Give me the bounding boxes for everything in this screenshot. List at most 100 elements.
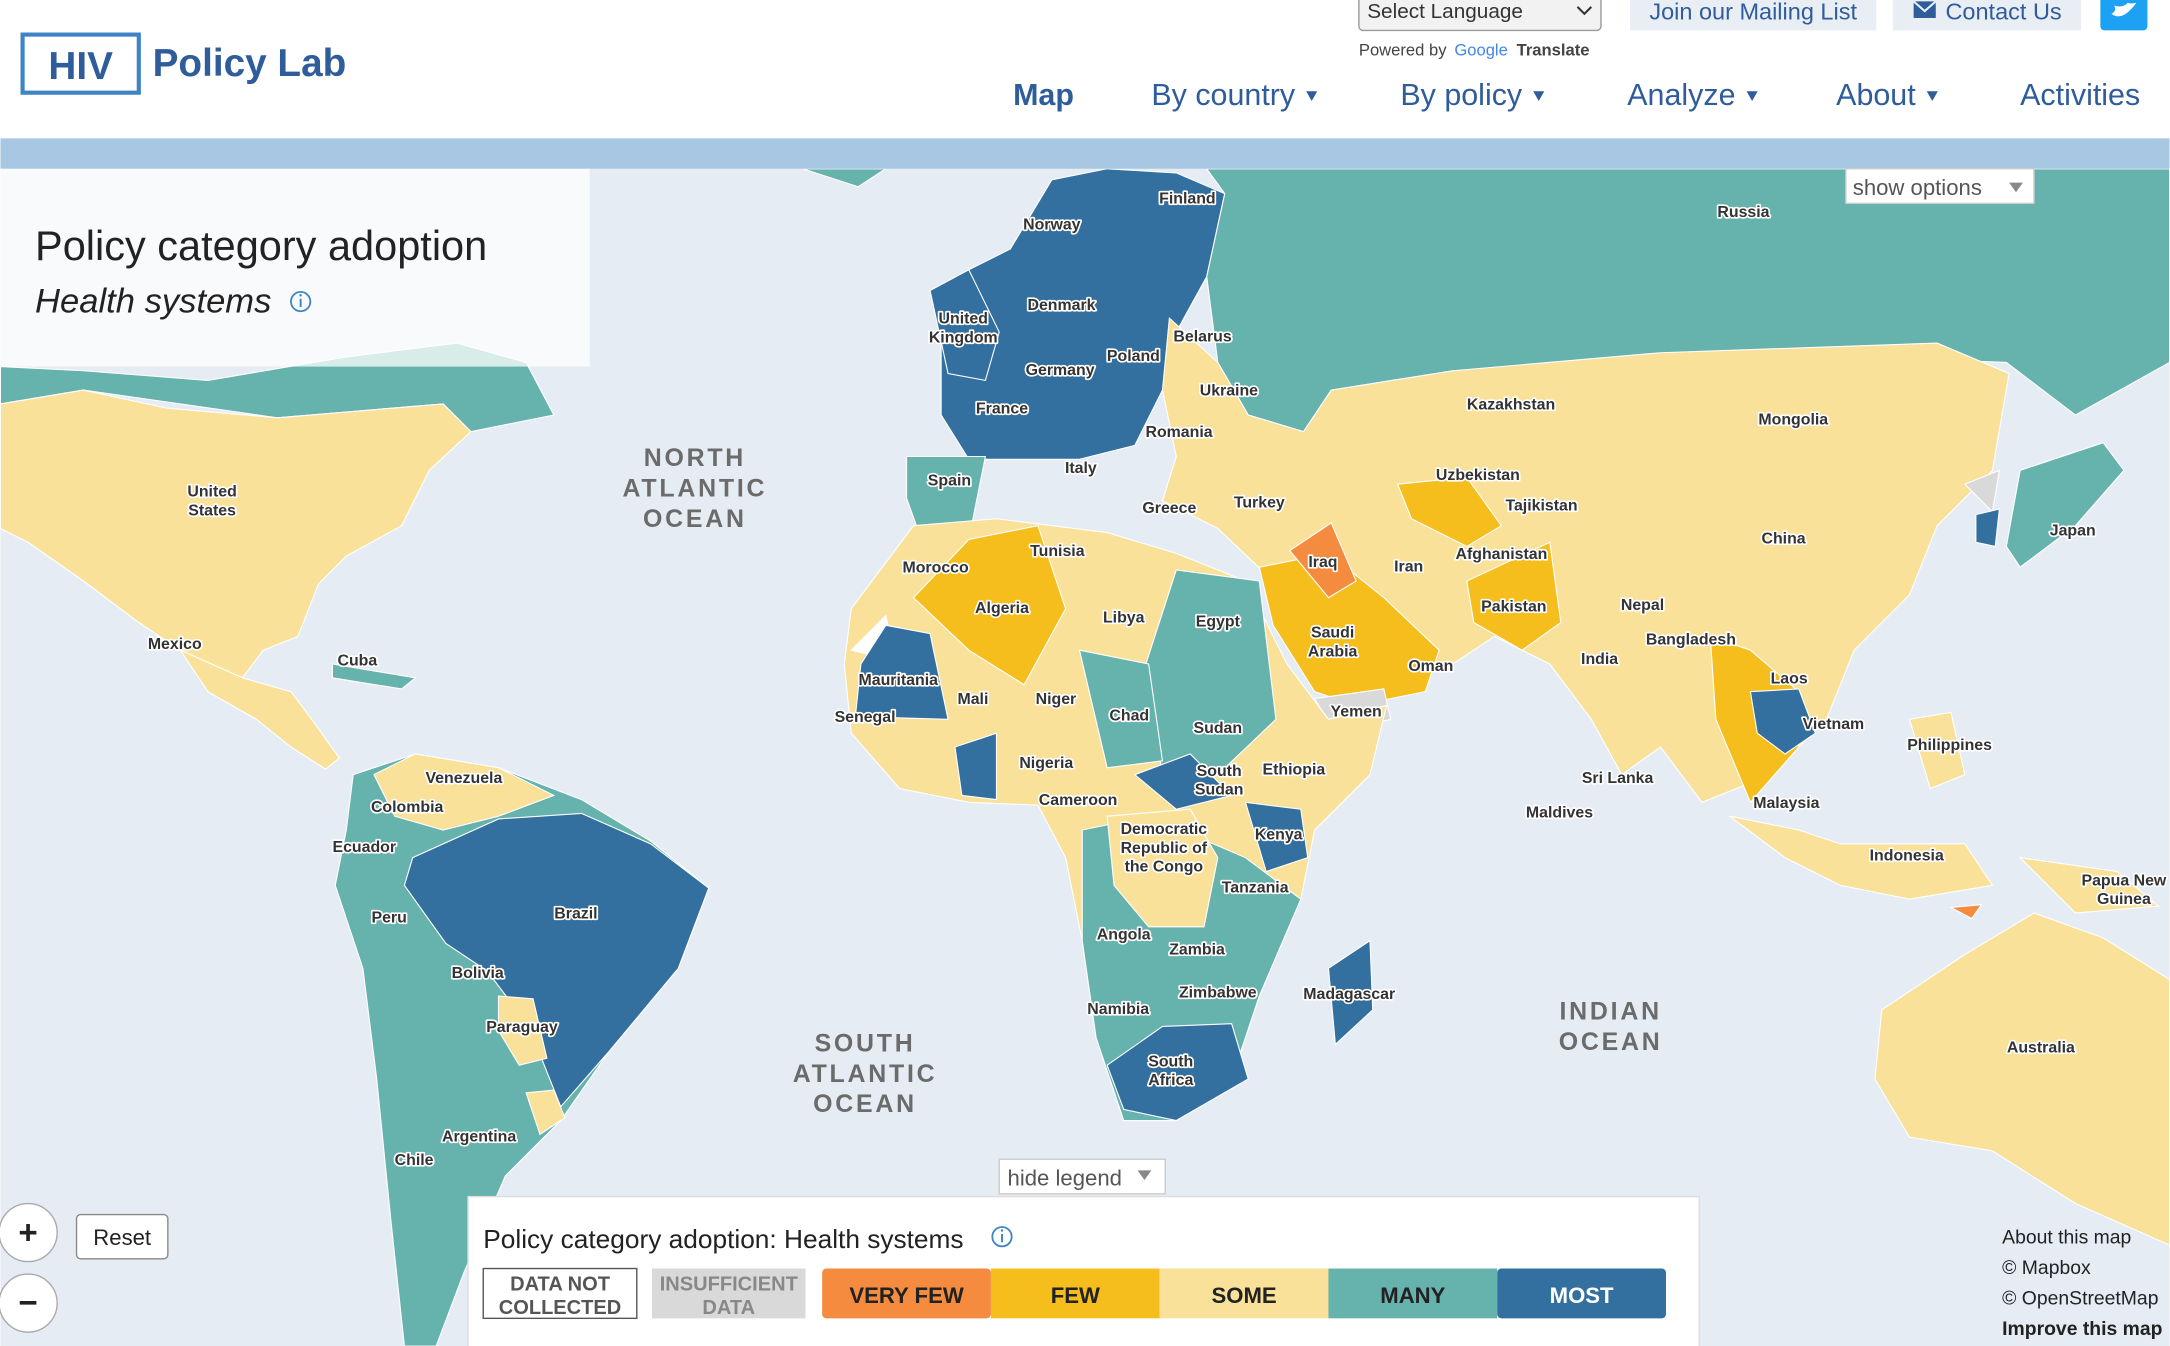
country-label[interactable]: Brazil	[553, 904, 600, 924]
country-label[interactable]: India	[1579, 649, 1620, 669]
country-label[interactable]: Paraguay	[485, 1017, 560, 1037]
country-label[interactable]: Finland	[1157, 189, 1217, 209]
country-label[interactable]: Nigeria	[1018, 753, 1075, 773]
country[interactable]	[1327, 939, 1374, 1046]
country-label[interactable]: Spain	[926, 471, 973, 491]
zoom-in-text[interactable]: +	[18, 1215, 37, 1252]
country[interactable]	[1106, 1023, 1249, 1122]
contact-text[interactable]: Contact Us	[1945, 0, 2061, 24]
country[interactable]	[0, 389, 472, 679]
country[interactable]	[854, 624, 949, 720]
country-label[interactable]: Ukraine	[1198, 381, 1260, 401]
hide-legend-button[interactable]	[998, 1158, 1166, 1195]
nav-item[interactable]: About	[1836, 78, 1916, 112]
map-land[interactable]	[0, 168, 2170, 1346]
country-label[interactable]: Namibia	[1086, 999, 1151, 1019]
country-label[interactable]: Niger	[1034, 689, 1078, 709]
country-label[interactable]: China	[1760, 529, 1808, 549]
country-label[interactable]: Africa	[1147, 1071, 1196, 1091]
logo-box-text[interactable]: HIV	[48, 45, 113, 88]
country-label[interactable]: United	[186, 482, 239, 502]
country-label[interactable]: Philippines	[1906, 735, 1994, 755]
country-label[interactable]: Guinea	[2095, 889, 2152, 909]
country-label[interactable]: South	[1147, 1052, 1195, 1072]
mailing-list-button[interactable]	[1630, 0, 1877, 31]
attribution-text[interactable]: Improve this map	[2002, 1318, 2162, 1340]
country[interactable]	[178, 648, 341, 770]
country[interactable]	[1908, 711, 1966, 790]
country-label[interactable]: Cuba	[336, 651, 379, 671]
country[interactable]	[2018, 856, 2160, 914]
language-select[interactable]	[1358, 0, 1602, 32]
country-label[interactable]: Malaysia	[1752, 793, 1822, 813]
country-label[interactable]: Germany	[1024, 360, 1096, 380]
country-label[interactable]: the Congo	[1123, 857, 1205, 877]
country-label[interactable]: Angola	[1095, 925, 1152, 945]
country-label[interactable]: Sudan	[1192, 719, 1244, 739]
country-label[interactable]: States	[187, 501, 238, 521]
country-label[interactable]: Laos	[1769, 669, 1810, 689]
nav-item[interactable]: Analyze	[1627, 78, 1735, 112]
country[interactable]	[1133, 753, 1233, 810]
country-label[interactable]: Japan	[2048, 521, 2097, 541]
country-label[interactable]: Uzbekistan	[1434, 465, 1521, 485]
language-select-text[interactable]: Select Language	[1367, 0, 1523, 23]
country-label[interactable]: Bolivia	[450, 963, 506, 983]
info-icon[interactable]	[991, 1226, 1013, 1248]
country[interactable]	[373, 753, 556, 831]
country-label[interactable]: Democratic	[1119, 820, 1209, 840]
country-label[interactable]: Mauritania	[857, 670, 940, 690]
country-label[interactable]: Tunisia	[1028, 541, 1086, 561]
country-label[interactable]: Saudi	[1309, 623, 1356, 643]
country-label[interactable]: Zambia	[1168, 940, 1227, 960]
country-label[interactable]: Iran	[1392, 557, 1424, 577]
country-label[interactable]: Morocco	[901, 558, 971, 578]
country-label[interactable]: Turkey	[1232, 493, 1286, 513]
twitter-button[interactable]	[2100, 0, 2148, 31]
info-icon[interactable]	[290, 290, 312, 313]
country-label[interactable]: Cameroon	[1037, 790, 1119, 810]
country[interactable]	[940, 168, 1226, 460]
country-label[interactable]: Egypt	[1194, 612, 1242, 632]
country-label[interactable]: Algeria	[973, 598, 1030, 618]
country-label[interactable]: Tajikistan	[1504, 496, 1579, 516]
country[interactable]	[1078, 649, 1164, 769]
country[interactable]	[1396, 476, 1503, 548]
nav-item[interactable]: By policy	[1400, 78, 1523, 112]
country[interactable]	[1749, 688, 1817, 755]
country[interactable]	[403, 812, 710, 1108]
logo-box[interactable]	[20, 32, 141, 95]
country-label[interactable]: Vietnam	[1801, 714, 1866, 734]
country[interactable]	[1729, 815, 1994, 900]
attribution-text[interactable]: © OpenStreetMap	[2002, 1287, 2158, 1309]
zoom-in-button[interactable]	[0, 1202, 58, 1263]
nav-item[interactable]: Map	[1013, 78, 1074, 112]
country-label[interactable]: Madagascar	[1302, 984, 1397, 1004]
country-label[interactable]: Kingdom	[927, 328, 999, 348]
country-label[interactable]: Republic of	[1119, 838, 1210, 858]
country-label[interactable]: Libya	[1101, 608, 1146, 628]
country-label[interactable]: Kenya	[1253, 825, 1304, 845]
country-label[interactable]: Papua New	[2080, 871, 2169, 891]
country[interactable]	[1288, 522, 1357, 599]
attribution-text[interactable]: © Mapbox	[2002, 1257, 2091, 1279]
country-label[interactable]: Peru	[370, 908, 409, 928]
logo-text[interactable]: Policy Lab	[153, 42, 347, 85]
country-label[interactable]: Mali	[956, 689, 990, 709]
country[interactable]	[912, 525, 1067, 686]
country-label[interactable]: Romania	[1144, 422, 1215, 442]
country-label[interactable]: Sudan	[1193, 780, 1245, 800]
country-label[interactable]: Greece	[1141, 499, 1198, 519]
mailing-list-text[interactable]: Join our Mailing List	[1649, 0, 1857, 24]
country-label[interactable]: France	[974, 399, 1030, 419]
country-label[interactable]: Colombia	[369, 797, 445, 817]
show-options-button[interactable]	[1845, 168, 2035, 205]
country-label[interactable]: South	[1195, 761, 1243, 781]
country[interactable]	[331, 663, 417, 690]
country-label[interactable]: Argentina	[440, 1127, 518, 1147]
country[interactable]	[1466, 541, 1562, 651]
country-label[interactable]: Norway	[1021, 215, 1082, 235]
country[interactable]	[1975, 508, 2001, 548]
country-label[interactable]: Sri Lanka	[1580, 768, 1655, 788]
country-label[interactable]: Kazakhstan	[1465, 395, 1557, 415]
